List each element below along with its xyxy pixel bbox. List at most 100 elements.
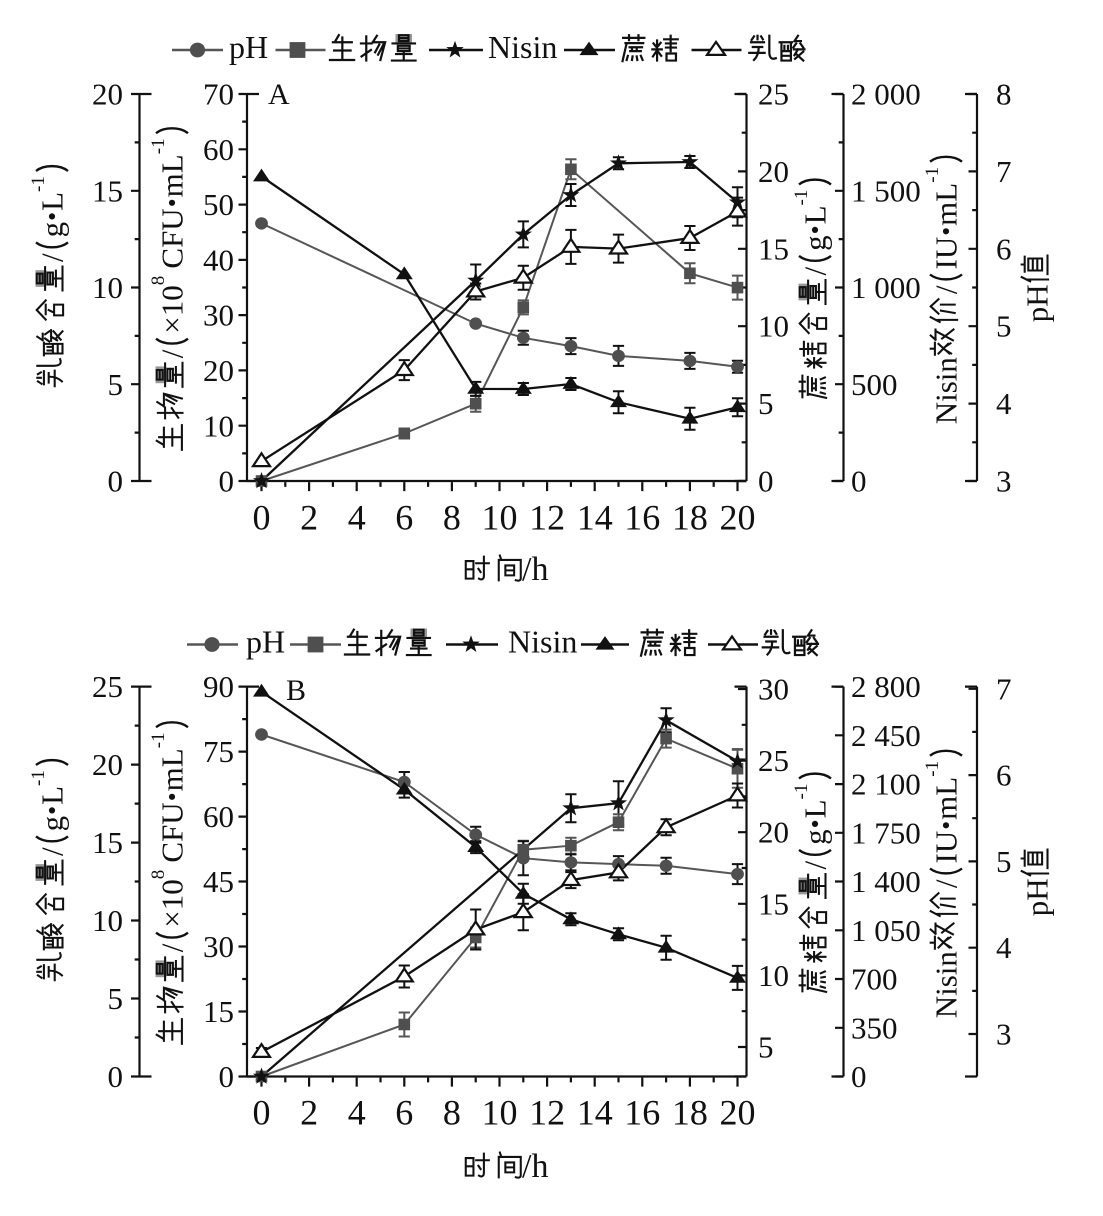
svg-text:Nisin: Nisin: [488, 29, 557, 65]
svg-text:16: 16: [624, 498, 660, 538]
svg-text:5: 5: [108, 981, 124, 1016]
svg-text:12: 12: [529, 498, 565, 538]
svg-text:75: 75: [203, 734, 234, 769]
svg-text:7: 7: [996, 671, 1012, 706]
svg-text:×10: ×10: [155, 879, 190, 927]
svg-text:700: 700: [851, 962, 898, 997]
svg-text:1 050: 1 050: [851, 913, 921, 948]
svg-text:18: 18: [672, 1093, 708, 1133]
svg-text:10: 10: [92, 270, 123, 305]
svg-text:/: /: [155, 943, 190, 952]
svg-text:CFU: CFU: [155, 208, 190, 268]
svg-text:20: 20: [758, 154, 789, 189]
svg-text:5: 5: [996, 309, 1012, 344]
svg-text:3: 3: [996, 464, 1012, 499]
svg-text:0: 0: [219, 1059, 235, 1094]
svg-text:1 750: 1 750: [851, 815, 921, 850]
svg-text:10: 10: [482, 498, 518, 538]
svg-text:20: 20: [758, 815, 789, 850]
svg-text:8: 8: [148, 870, 169, 880]
svg-text:10: 10: [758, 309, 789, 344]
svg-text:8: 8: [443, 498, 461, 538]
svg-text:30: 30: [203, 298, 234, 333]
svg-text:50: 50: [203, 187, 234, 222]
svg-text:/: /: [155, 349, 190, 358]
svg-text:14: 14: [577, 1093, 613, 1133]
svg-text:15: 15: [92, 825, 123, 860]
svg-text:/: /: [35, 253, 70, 262]
svg-text:25: 25: [92, 669, 123, 704]
svg-text:-1: -1: [28, 176, 49, 192]
svg-text:L: L: [35, 786, 70, 805]
svg-text:500: 500: [851, 367, 898, 402]
svg-text:/: /: [798, 267, 833, 276]
svg-text:L: L: [798, 205, 833, 224]
svg-text:mL: mL: [155, 154, 190, 197]
svg-text:2 800: 2 800: [851, 669, 921, 704]
svg-text:15: 15: [92, 173, 123, 208]
svg-text:6: 6: [395, 498, 413, 538]
svg-text:350: 350: [851, 1010, 898, 1045]
svg-text:6: 6: [996, 758, 1012, 793]
svg-text:10: 10: [203, 408, 234, 443]
svg-text:3: 3: [996, 1017, 1012, 1052]
svg-text:15: 15: [758, 231, 789, 266]
svg-text:g: g: [798, 235, 833, 251]
svg-text:5: 5: [758, 1030, 774, 1065]
svg-text:25: 25: [758, 743, 789, 778]
svg-text:12: 12: [529, 1093, 565, 1133]
svg-text:Nisin: Nisin: [929, 951, 964, 1019]
svg-text:/: /: [929, 285, 964, 294]
svg-text:4: 4: [996, 930, 1012, 965]
svg-text:1 000: 1 000: [851, 270, 921, 305]
svg-text:g: g: [798, 829, 833, 845]
svg-text:10: 10: [92, 903, 123, 938]
svg-text:L: L: [35, 192, 70, 211]
svg-text:6: 6: [395, 1093, 413, 1133]
svg-text:-1: -1: [922, 167, 943, 183]
svg-text:mL: mL: [929, 183, 964, 226]
svg-text:8: 8: [996, 77, 1012, 112]
svg-text:pH: pH: [1020, 284, 1055, 322]
svg-text:25: 25: [758, 77, 789, 112]
svg-text:90: 90: [203, 669, 234, 704]
svg-text:/: /: [929, 879, 964, 888]
svg-text:8: 8: [443, 1093, 461, 1133]
svg-text:pH: pH: [1020, 878, 1055, 916]
svg-text:mL: mL: [155, 748, 190, 791]
svg-text:1 400: 1 400: [851, 864, 921, 899]
svg-text:L: L: [798, 799, 833, 818]
svg-text:0: 0: [108, 464, 124, 499]
svg-text:CFU: CFU: [155, 802, 190, 862]
svg-text:0: 0: [108, 1059, 124, 1094]
svg-text:10: 10: [758, 958, 789, 993]
svg-text:40: 40: [203, 242, 234, 277]
svg-text:2: 2: [300, 1093, 318, 1133]
svg-text:10: 10: [482, 1093, 518, 1133]
svg-text:16: 16: [624, 1093, 660, 1133]
svg-text:0: 0: [758, 464, 774, 499]
svg-text:60: 60: [203, 132, 234, 167]
svg-text:IU: IU: [929, 237, 964, 270]
svg-text:Nisin: Nisin: [929, 357, 964, 425]
svg-text:-1: -1: [148, 138, 169, 154]
svg-text:/: /: [798, 861, 833, 870]
svg-text:6: 6: [996, 231, 1012, 266]
svg-text:-1: -1: [791, 190, 812, 206]
svg-text:g: g: [35, 222, 70, 238]
svg-text:20: 20: [92, 77, 123, 112]
svg-text:-1: -1: [148, 732, 169, 748]
svg-text:/h: /h: [522, 551, 548, 588]
svg-text:15: 15: [758, 886, 789, 921]
svg-text:15: 15: [203, 994, 234, 1029]
svg-text:20: 20: [720, 498, 756, 538]
svg-text:2 100: 2 100: [851, 767, 921, 802]
svg-text:5: 5: [108, 367, 124, 402]
svg-text:g: g: [35, 816, 70, 832]
svg-text:0: 0: [219, 464, 235, 499]
svg-text:pH: pH: [246, 624, 285, 660]
svg-text:20: 20: [92, 747, 123, 782]
svg-text:45: 45: [203, 864, 234, 899]
svg-text:20: 20: [720, 1093, 756, 1133]
svg-text:20: 20: [203, 353, 234, 388]
